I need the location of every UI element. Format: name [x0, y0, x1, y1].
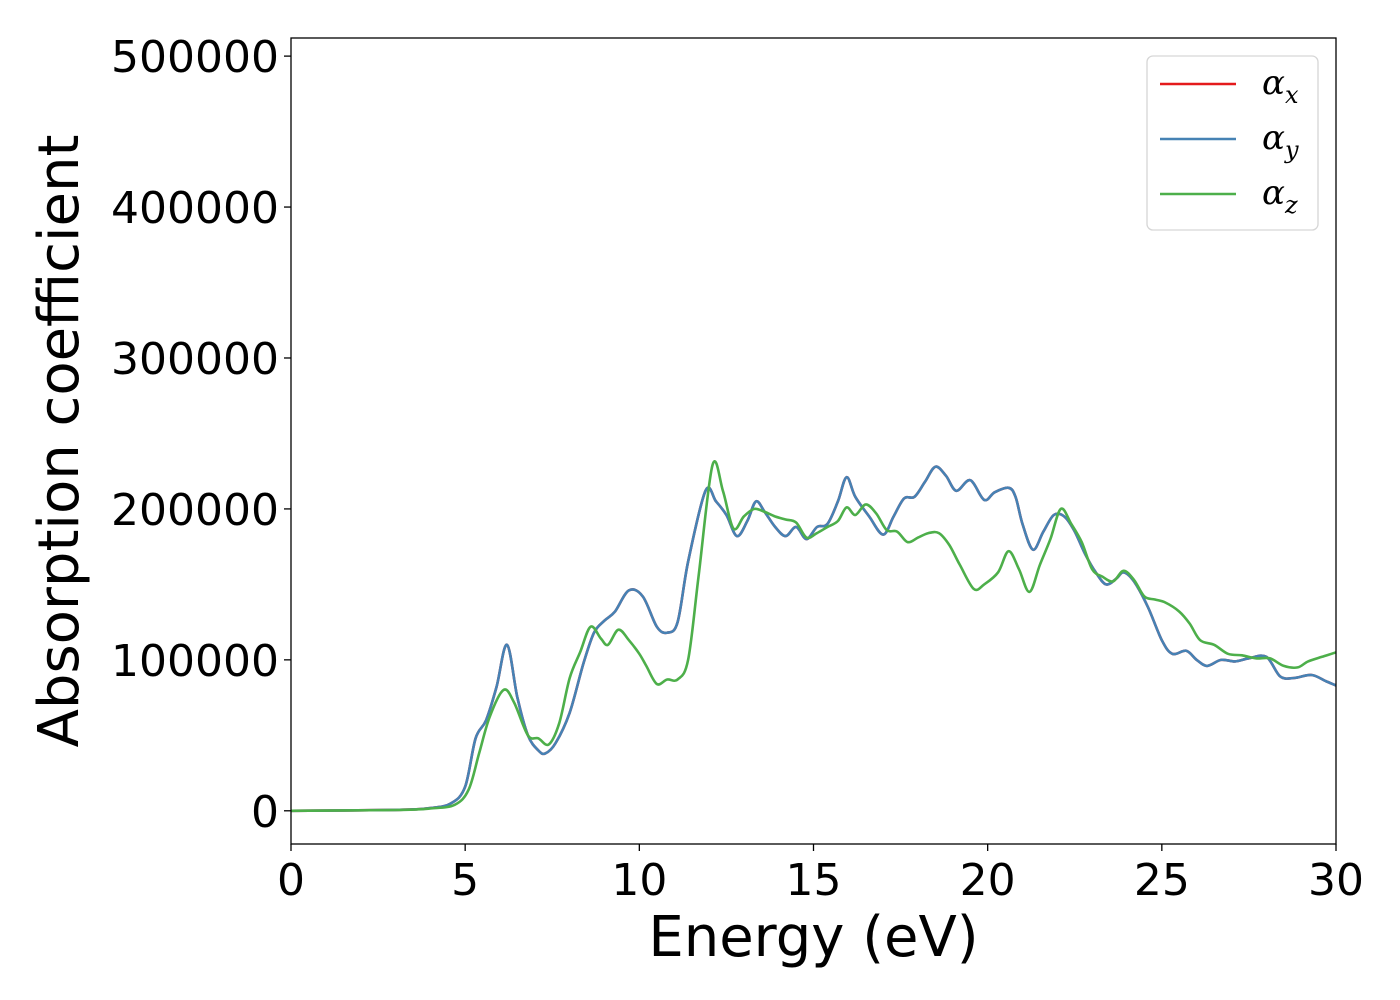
- y-axis: 0 100000 200000 300000 400000 500000: [111, 32, 291, 838]
- x-tick-label: 20: [960, 855, 1016, 906]
- y-tick-label: 200000: [111, 485, 279, 536]
- x-tick-label: 10: [611, 855, 667, 906]
- y-tick-label: 100000: [111, 636, 279, 687]
- y-tick-label: 500000: [111, 32, 279, 83]
- x-tick-label: 25: [1134, 855, 1190, 906]
- series-line-alpha-y: [290, 465, 1337, 813]
- x-tick-label: 5: [451, 855, 479, 906]
- legend-box: [1146, 55, 1319, 231]
- x-axis: 0 5 10 15 20 25 30: [277, 844, 1364, 906]
- series-line-alpha-z: [290, 460, 1337, 813]
- y-axis-label: Absorption coefficient: [27, 135, 92, 748]
- series-layer: [290, 460, 1337, 813]
- y-tick-label: 300000: [111, 334, 279, 385]
- y-tick-label: 400000: [111, 183, 279, 234]
- y-tick-label: 0: [251, 787, 279, 838]
- x-tick-label: 15: [786, 855, 842, 906]
- x-tick-label: 30: [1308, 855, 1364, 906]
- x-tick-label: 0: [277, 855, 305, 906]
- x-axis-label: Energy (eV): [648, 905, 978, 970]
